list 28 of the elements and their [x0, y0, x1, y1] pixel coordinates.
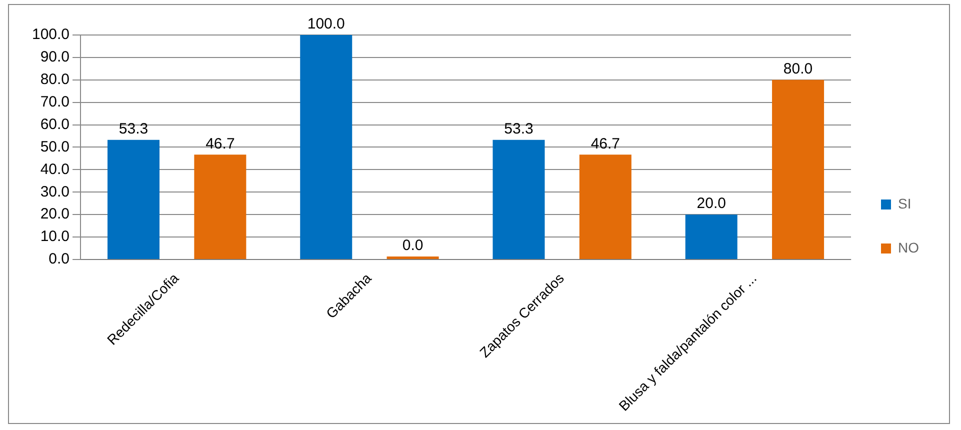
- y-tick-label: 40.0: [40, 160, 70, 178]
- bar: [772, 80, 824, 259]
- bar: [579, 154, 632, 259]
- data-label: 20.0: [696, 195, 726, 212]
- bar: [194, 154, 246, 259]
- data-label: 0.0: [402, 237, 424, 254]
- y-tick-label: 100.0: [32, 26, 70, 44]
- y-tick-label: 60.0: [40, 116, 70, 133]
- y-tick-label: 10.0: [40, 228, 70, 246]
- data-label: 46.7: [590, 135, 620, 152]
- y-tick-label: 70.0: [40, 93, 70, 110]
- data-label: 53.3: [504, 120, 534, 138]
- legend-label: NO: [898, 239, 920, 256]
- y-tick-label: 30.0: [40, 183, 70, 200]
- y-tick-label: 90.0: [40, 48, 70, 66]
- data-label: 53.3: [118, 120, 148, 138]
- data-label: 46.7: [206, 135, 235, 152]
- bar: [108, 140, 160, 259]
- bar: [492, 140, 545, 259]
- bar: [685, 214, 738, 259]
- data-label: 100.0: [307, 16, 345, 33]
- bar: [300, 35, 352, 259]
- y-tick-label: 0.0: [48, 250, 70, 268]
- data-label: 80.0: [783, 60, 813, 78]
- legend-label: SI: [898, 195, 912, 212]
- y-tick-label: 80.0: [40, 71, 70, 88]
- y-tick-label: 20.0: [40, 206, 70, 223]
- y-tick-label: 50.0: [40, 138, 70, 156]
